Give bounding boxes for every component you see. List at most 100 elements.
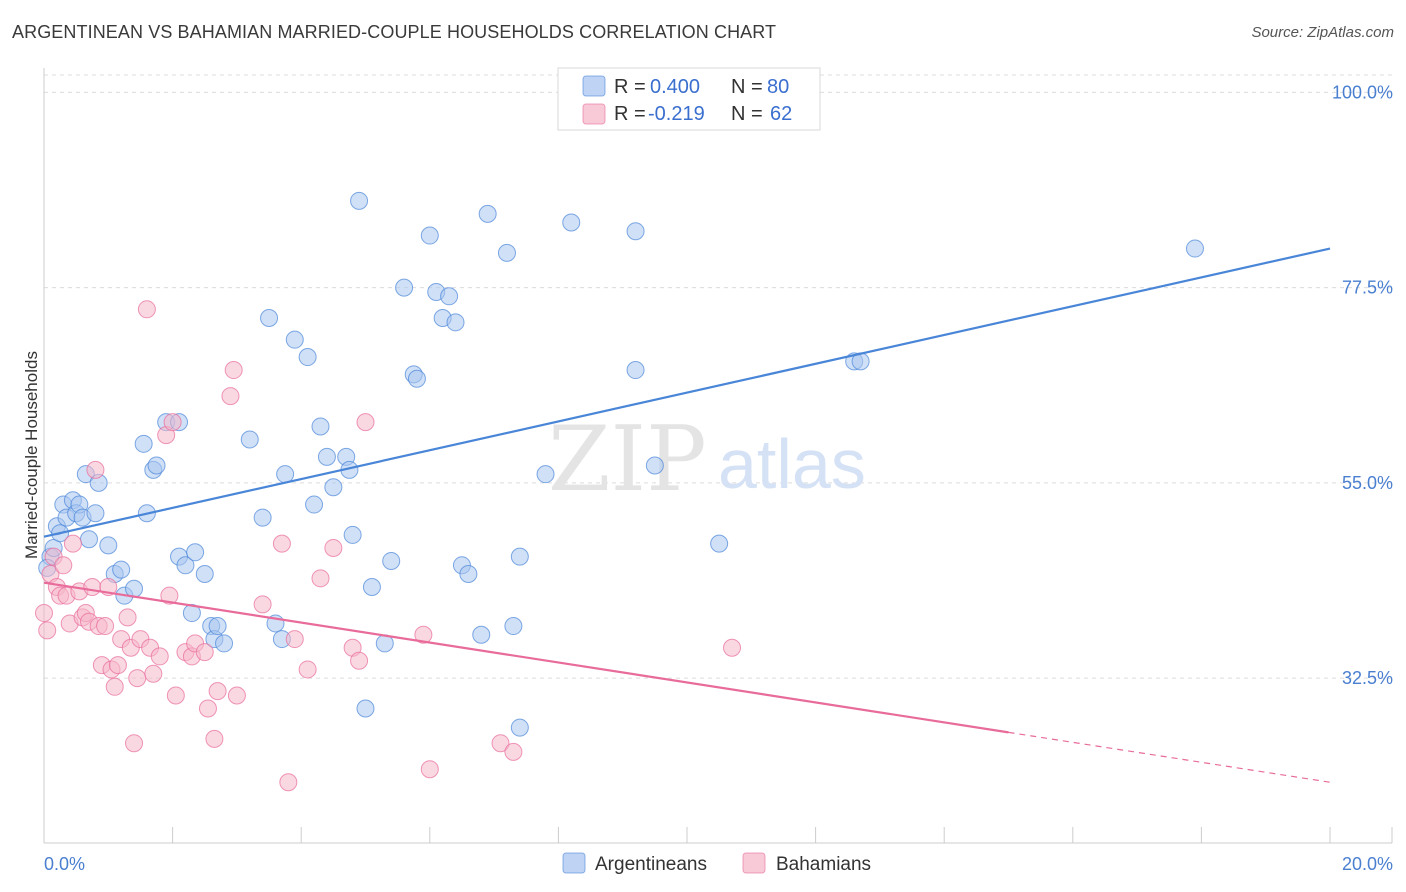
bahamian-point (227, 686, 246, 705)
legend-n-label-bahamians: N = (731, 103, 763, 125)
argentinean-point (478, 204, 497, 223)
bottom-legend: Argentineans Bahamians (562, 852, 871, 875)
legend-r-label-bahamians: R = (614, 103, 646, 125)
argentinean-point (86, 504, 105, 523)
argentinean-point (208, 617, 227, 636)
bahamian-point (118, 608, 137, 627)
argentinean-point (343, 525, 362, 544)
trend-lines (43, 247, 1331, 783)
legend-swatch-argentineans (582, 75, 606, 97)
bahamian-point (166, 686, 185, 705)
bahamian-point (54, 556, 73, 575)
argentinean-point (536, 465, 555, 484)
argentinean-point (350, 191, 369, 210)
watermark-zip: ZIP (548, 407, 707, 512)
bahamian-point (279, 773, 298, 792)
argentinean-point (276, 465, 295, 484)
argentinean-point (305, 495, 324, 514)
bahamian-point (221, 387, 240, 406)
argentinean-point (253, 508, 272, 527)
chart-title: ARGENTINEAN VS BAHAMIAN MARRIED-COUPLE H… (12, 22, 777, 42)
bahamian-point (38, 621, 57, 640)
bahamian-point (414, 625, 433, 644)
legend-n-value-bahamians: 62 (770, 103, 792, 125)
bahamian-point (125, 734, 144, 753)
bahamian-point (137, 300, 156, 319)
bahamian-point (35, 604, 53, 623)
argentinean-point (147, 456, 166, 475)
argentinean-point (446, 313, 465, 332)
argentinean-point (626, 222, 645, 241)
argentinean-point (324, 478, 343, 497)
bahamian-point (128, 669, 147, 688)
bahamian-point (420, 760, 439, 779)
bahamian-trend-line (43, 581, 1009, 734)
bahamian-point (324, 538, 343, 557)
argentinean-point (260, 308, 279, 327)
data-points (35, 191, 1204, 792)
argentinean-point (186, 543, 205, 562)
argentinean-point (362, 578, 381, 596)
y-tick-label-0: 32.5% (1342, 668, 1393, 688)
argentinean-point (195, 564, 214, 583)
bahamian-point (108, 656, 127, 675)
bahamian-point (356, 413, 375, 432)
tick-labels: 32.5% 55.0% 77.5% 100.0% 0.0% 20.0% (44, 82, 1393, 874)
argentinean-point (472, 625, 491, 644)
bottom-legend-label-bahamians: Bahamians (776, 854, 871, 875)
legend-r-value-bahamians: -0.219 (648, 103, 705, 125)
legend-r-value-argentineans: 0.400 (650, 76, 700, 98)
argentinean-point (311, 417, 330, 436)
argentinean-point (504, 617, 523, 636)
bahamian-point (63, 534, 82, 553)
argentinean-point (497, 243, 516, 262)
argentinean-point (459, 564, 478, 583)
legend-r-label-argentineans: R = (614, 76, 646, 98)
bahamian-point (253, 595, 272, 614)
legend-n-value-argentineans: 80 (767, 76, 789, 98)
x-tick-label-1: 20.0% (1342, 854, 1393, 874)
bahamian-point (86, 460, 105, 479)
bahamian-point (208, 682, 227, 701)
legend-swatch-bahamians (582, 103, 606, 125)
bahamian-point (195, 643, 214, 662)
bottom-legend-swatch-argentineans (562, 852, 586, 874)
argentinean-point (562, 213, 581, 232)
bahamian-point (160, 586, 179, 605)
bahamian-point (205, 729, 224, 748)
argentinean-point (1185, 239, 1204, 258)
argentinean-point (407, 369, 426, 388)
argentinean-trend-line (43, 247, 1331, 538)
bahamian-point (150, 647, 169, 666)
bahamian-point (491, 734, 510, 753)
argentinean-point (710, 534, 729, 553)
bahamian-point (144, 664, 163, 683)
argentinean-point (80, 530, 99, 549)
watermark-atlas: atlas (718, 425, 866, 503)
argentinean-point (317, 447, 336, 466)
source-credit: Source: ZipAtlas.com (1251, 24, 1394, 41)
bahamian-point (723, 638, 742, 657)
argentinean-point (285, 330, 304, 349)
argentinean-point (440, 287, 459, 306)
argentinean-point (298, 348, 317, 367)
argentinean-point (645, 456, 664, 475)
bahamian-point (224, 361, 243, 380)
argentinean-point (626, 361, 645, 380)
argentinean-point (382, 551, 401, 570)
bahamian-point (83, 578, 102, 596)
axes (43, 68, 1393, 844)
y-tick-label-3: 100.0% (1332, 82, 1393, 102)
bahamian-point (163, 413, 182, 432)
bahamian-point (298, 660, 317, 679)
legend: R = 0.400 N = 80 R = -0.219 N = 62 (557, 67, 821, 131)
bahamian-point (285, 630, 304, 649)
y-axis-title: Married-couple Households (22, 351, 41, 559)
bottom-legend-swatch-bahamians (742, 852, 766, 874)
argentinean-point (215, 634, 234, 653)
x-tick-label-0: 0.0% (44, 854, 85, 874)
argentinean-point (176, 556, 195, 575)
argentinean-point (420, 226, 439, 245)
bahamian-point (105, 677, 124, 696)
